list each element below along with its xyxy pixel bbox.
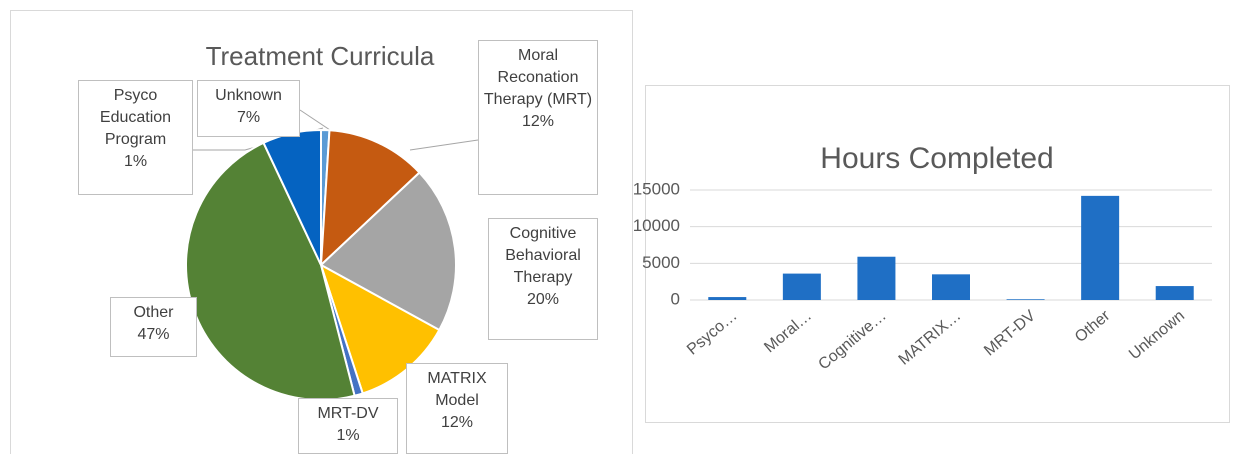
bar [857, 256, 896, 300]
data-label: Moral Reconation Therapy (MRT) 12% [478, 40, 598, 195]
data-label: Other 47% [110, 297, 197, 357]
leader-line [409, 139, 479, 151]
bar [932, 274, 970, 300]
bar [1006, 299, 1045, 300]
bar-frame [645, 85, 1230, 423]
label-value: 12% [521, 113, 555, 130]
label-category: MATRIX Model [427, 370, 487, 409]
data-label: Unknown 7% [197, 80, 300, 137]
bar [1155, 286, 1194, 300]
leader-line [299, 109, 331, 131]
pie-title: Treatment Curricula [206, 41, 435, 71]
bar [1081, 195, 1120, 300]
label-value: 20% [526, 291, 560, 308]
data-label: Psyco Education Program 1% [78, 80, 193, 195]
bar [708, 297, 747, 300]
label-category: Moral Reconation Therapy (MRT) [483, 47, 593, 108]
label-value: 12% [440, 414, 474, 431]
y-tick-label: 5000 [642, 253, 680, 272]
label-category: MRT-DV [317, 405, 379, 422]
bar-title: Hours Completed [820, 142, 1053, 175]
data-label: Cognitive Behavioral Therapy 20% [488, 218, 598, 340]
data-label: MRT-DV 1% [298, 398, 398, 454]
label-value: 7% [236, 109, 261, 126]
y-tick-label: 0 [671, 289, 680, 308]
label-value: 1% [123, 153, 148, 170]
label-category: Unknown [215, 87, 282, 104]
y-tick-label: 15000 [633, 179, 680, 198]
pie-slice [319, 171, 457, 332]
bar [782, 273, 821, 300]
label-category: Cognitive Behavioral Therapy [505, 225, 581, 286]
pie-slice [319, 129, 421, 268]
label-category: Psyco Education Program [99, 87, 172, 148]
label-value: 47% [137, 326, 170, 343]
label-value: 1% [336, 427, 360, 444]
data-label: MATRIX Model 12% [406, 363, 508, 454]
y-tick-label: 10000 [633, 216, 680, 235]
label-category: Other [133, 304, 174, 321]
